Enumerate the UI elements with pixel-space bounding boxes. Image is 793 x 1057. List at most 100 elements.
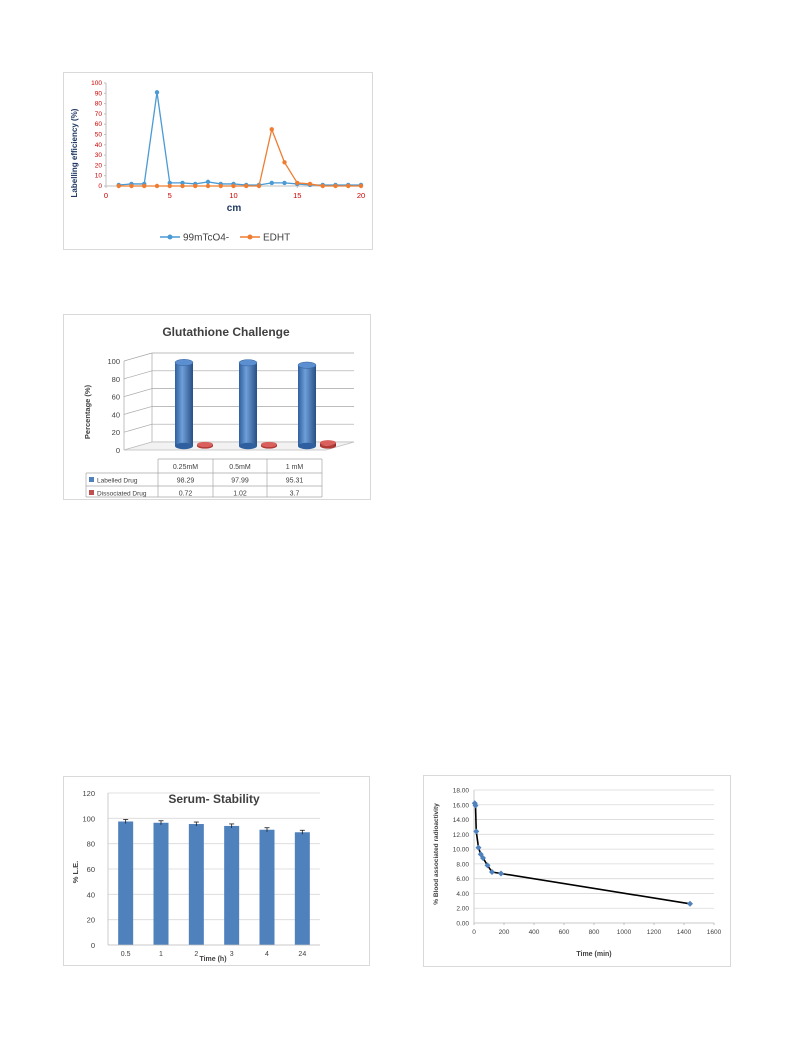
chart-panel-glutathione: Glutathione Challenge Percentage (%) 0 20… — [63, 314, 371, 500]
x-tick-label: 1200 — [647, 929, 662, 936]
y-tick-label: 90 — [95, 90, 103, 97]
chart-panel-labelling: 0 10 20 30 40 50 60 70 80 90 100 0 5 10 15 20 Labelling… — [63, 72, 373, 250]
bar-base-labelled — [298, 442, 316, 450]
legend-marker-edht — [247, 234, 253, 240]
y-tick-label: 0 — [116, 446, 120, 455]
y-tick-label: 100 — [107, 357, 120, 366]
bar-top-labelled — [238, 359, 258, 367]
legend-label-tco4: 99mTcO4- — [183, 233, 229, 244]
data-point — [269, 127, 274, 132]
data-point — [282, 180, 287, 186]
bar — [118, 821, 134, 945]
data-point — [231, 183, 236, 189]
data-point — [116, 183, 121, 189]
bar — [224, 825, 240, 945]
data-point — [154, 183, 160, 189]
series-line-edht — [118, 127, 361, 187]
y-tick-label: 20 — [95, 162, 103, 169]
bar-labelled-drug — [239, 362, 257, 446]
data-point — [256, 183, 262, 189]
x-tick-label: 0.5 — [121, 951, 131, 958]
table-series-label: Labelled Drug — [97, 478, 138, 485]
data-point — [484, 862, 491, 869]
x-tick-label: 0 — [104, 191, 108, 200]
data-point — [167, 183, 172, 189]
y-tick-label: 10 — [95, 173, 103, 180]
bar-top-labelled — [297, 361, 317, 369]
bar-top-labelled — [174, 359, 194, 366]
bar-top-dissociated — [197, 441, 213, 448]
x-axis-label: Time (h) — [199, 956, 226, 963]
y-tick-label: 2.00 — [456, 906, 469, 913]
y-tick-label: 50 — [95, 132, 103, 139]
series-line-tco4 — [118, 92, 361, 186]
table-category-label: 0.25mM — [173, 464, 198, 471]
data-point — [282, 160, 287, 165]
x-tick-label: 200 — [499, 929, 510, 936]
x-tick-label: 1000 — [617, 929, 632, 936]
y-tick-label: 80 — [95, 101, 103, 108]
data-point — [333, 183, 338, 189]
y-tick-label: 60 — [87, 865, 95, 874]
x-tick-label: 600 — [559, 929, 570, 936]
y-tick-label: 40 — [95, 142, 103, 149]
table-legend-key — [89, 490, 94, 495]
data-point — [129, 183, 134, 189]
y-tick-label: 8.00 — [456, 861, 469, 868]
x-tick-label: 24 — [298, 951, 306, 958]
data-point — [358, 183, 364, 189]
x-tick-label: 5 — [168, 191, 172, 200]
table-value: 0.72 — [179, 491, 193, 498]
legend-label-edht: EDHT — [263, 233, 290, 244]
series-line — [473, 803, 691, 905]
y-tick-label: 0 — [91, 941, 95, 950]
y-tick-label: 0 — [98, 183, 102, 190]
bar — [188, 824, 204, 945]
table-legend-key — [89, 477, 94, 482]
y-tick-label: 80 — [87, 840, 95, 849]
data-point — [320, 183, 325, 189]
side-grid-line — [123, 388, 153, 397]
bar-labelled-drug — [298, 365, 316, 446]
y-tick-label: 120 — [82, 789, 95, 798]
side-grid-line — [123, 370, 153, 380]
x-axis-label: cm — [227, 203, 242, 214]
y-tick-label: 80 — [112, 375, 120, 384]
x-tick-label: 10 — [229, 191, 237, 200]
labelling-efficiency-chart: 0 10 20 30 40 50 60 70 80 90 100 0 5 10 15 20 Labelling… — [70, 80, 365, 244]
table-value: 3.7 — [290, 491, 300, 498]
x-tick-label: 4 — [265, 951, 269, 958]
side-grid-line — [123, 352, 153, 362]
bar-top-dissociated — [320, 440, 336, 446]
x-tick-label: 20 — [357, 191, 365, 200]
data-point — [489, 869, 495, 876]
x-tick-label: 1 — [159, 951, 163, 958]
y-tick-label: 0.00 — [456, 921, 469, 928]
table-series-label: Dissociated Drug — [97, 491, 147, 498]
glutathione-challenge-chart: Glutathione Challenge Percentage (%) 0 20… — [83, 325, 355, 498]
y-tick-label: 20 — [87, 916, 95, 925]
y-tick-label: 18.00 — [453, 788, 470, 795]
data-point — [244, 183, 249, 189]
data-point — [142, 183, 147, 189]
y-tick-label: 60 — [112, 393, 120, 402]
bar-base-labelled — [239, 442, 257, 450]
data-point — [154, 90, 160, 95]
data-point — [498, 870, 504, 877]
y-tick-label: 60 — [95, 121, 103, 128]
data-point — [218, 183, 223, 189]
data-point — [473, 828, 480, 835]
data-point — [295, 180, 300, 186]
legend-item-tco4: 99mTcO4- — [160, 233, 229, 244]
y-tick-label: 4.00 — [456, 891, 469, 898]
y-tick-label: 30 — [95, 152, 103, 159]
data-point — [167, 180, 172, 186]
chart-panel-serum: 0 20 40 60 80 100 120 0.5 1 2 3 4 24 Serum- Stabili… — [63, 776, 370, 966]
x-tick-label: 400 — [529, 929, 540, 936]
data-point — [180, 180, 185, 186]
y-tick-label: 16.00 — [453, 802, 470, 809]
legend: 99mTcO4- EDHT — [160, 233, 290, 244]
y-tick-label: 12.00 — [453, 832, 470, 839]
data-point — [180, 183, 185, 189]
bar — [259, 829, 275, 945]
